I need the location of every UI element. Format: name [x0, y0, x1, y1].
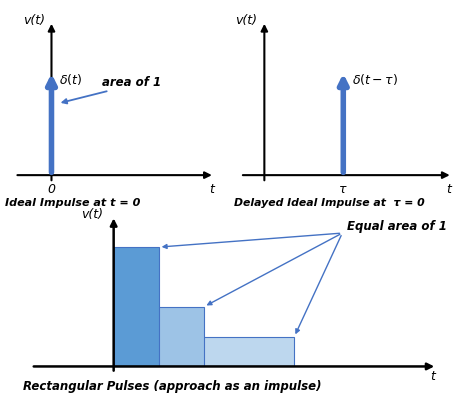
Text: $\delta(t-\tau)$: $\delta(t-\tau)$ — [352, 72, 398, 87]
Text: t: t — [446, 183, 451, 196]
Text: 0: 0 — [47, 183, 56, 196]
Text: $\tau$: $\tau$ — [338, 183, 348, 196]
Text: Ideal Impulse at t = 0: Ideal Impulse at t = 0 — [5, 198, 140, 208]
Text: Delayed Ideal Impulse at  τ = 0: Delayed Ideal Impulse at τ = 0 — [234, 198, 425, 208]
Bar — [114, 307, 204, 366]
Text: area of 1: area of 1 — [102, 76, 161, 89]
Bar — [114, 247, 159, 366]
Text: Rectangular Pulses (approach as an impulse): Rectangular Pulses (approach as an impul… — [23, 380, 322, 393]
Text: t: t — [430, 370, 435, 384]
Bar — [114, 337, 294, 366]
Text: t: t — [209, 183, 214, 196]
Text: $\delta(t)$: $\delta(t)$ — [59, 72, 82, 87]
Text: v(t): v(t) — [81, 208, 103, 221]
Text: v(t): v(t) — [235, 14, 257, 27]
Text: Equal area of 1: Equal area of 1 — [347, 220, 446, 232]
Text: v(t): v(t) — [23, 14, 45, 27]
